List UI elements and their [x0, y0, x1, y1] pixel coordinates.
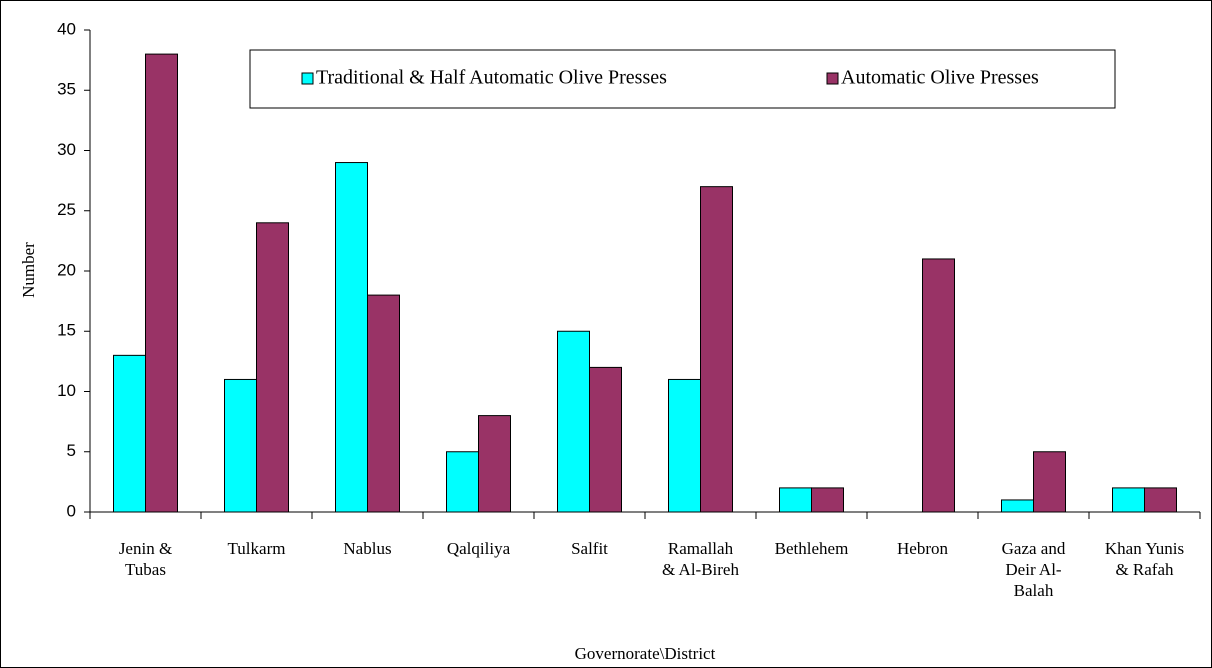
x-tick-label: Bethlehem	[774, 539, 849, 558]
x-tick-label: Qalqiliya	[446, 539, 511, 558]
bar	[922, 258, 955, 513]
bar	[700, 186, 733, 513]
y-tick-label: 20	[57, 260, 76, 279]
legend-label: Automatic Olive Presses	[841, 67, 1039, 89]
legend-label: Traditional & Half Automatic Olive Press…	[316, 67, 667, 89]
y-tick-label: 10	[57, 381, 76, 400]
y-tick-label: 40	[57, 19, 76, 38]
bar	[811, 487, 844, 513]
legend-swatch	[826, 72, 839, 85]
bar	[668, 378, 701, 513]
legend-swatch	[301, 72, 314, 85]
bar	[145, 53, 178, 513]
bar	[1001, 499, 1034, 513]
x-tick-label: Nablus	[343, 539, 392, 558]
y-tick-label: 30	[57, 140, 76, 159]
bar	[557, 330, 590, 513]
bar	[335, 162, 368, 513]
bar	[478, 415, 511, 513]
y-tick-label: 15	[57, 321, 76, 340]
x-tick-label: Hebron	[897, 539, 948, 558]
x-tick-label: Gaza and Deir Al-Balah	[1001, 539, 1066, 600]
y-tick-label: 0	[67, 501, 76, 520]
x-tick-label: Ramallah & Al-Bireh	[662, 539, 739, 579]
y-tick-label: 35	[57, 80, 76, 99]
bar	[446, 451, 479, 513]
x-tick-label: Khan Yunis & Rafah	[1104, 539, 1185, 579]
bar	[367, 294, 400, 513]
bar	[113, 354, 146, 513]
y-tick-label: 5	[67, 441, 76, 460]
bar	[1033, 451, 1066, 513]
bar	[589, 366, 622, 513]
bar	[224, 378, 257, 513]
bar	[1144, 487, 1177, 513]
bar	[779, 487, 812, 513]
bar	[256, 222, 289, 513]
bar	[1112, 487, 1145, 513]
x-tick-label: Salfit	[571, 539, 608, 558]
x-axis-label: Governorate\District	[575, 644, 716, 663]
y-tick-label: 25	[57, 200, 76, 219]
y-axis-label: Number	[19, 242, 38, 298]
x-tick-label: Jenin & Tubas	[118, 539, 173, 579]
legend-box	[249, 49, 1116, 109]
x-tick-label: Tulkarm	[227, 539, 286, 558]
